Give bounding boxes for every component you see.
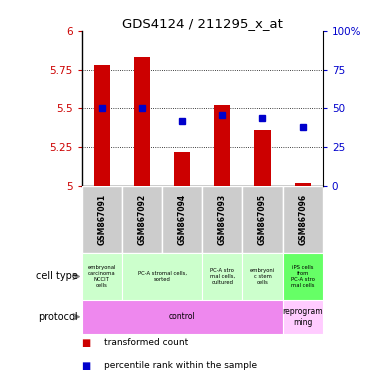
Bar — [283, 186, 323, 253]
Bar — [162, 186, 202, 253]
Text: embryoni
c stem
cells: embryoni c stem cells — [250, 268, 275, 285]
Text: GSM867092: GSM867092 — [137, 194, 147, 245]
Text: embryonal
carcinoma
NCCIT
cells: embryonal carcinoma NCCIT cells — [88, 265, 116, 288]
Text: GSM867094: GSM867094 — [178, 194, 187, 245]
Text: GSM867095: GSM867095 — [258, 194, 267, 245]
Bar — [242, 186, 283, 253]
Text: iPS cells
from
PC-A stro
mal cells: iPS cells from PC-A stro mal cells — [291, 265, 315, 288]
Title: GDS4124 / 211295_x_at: GDS4124 / 211295_x_at — [122, 17, 283, 30]
Bar — [82, 253, 122, 300]
Bar — [122, 253, 202, 300]
Bar — [174, 152, 190, 186]
Bar — [214, 105, 230, 186]
Text: transformed count: transformed count — [104, 338, 188, 347]
Text: percentile rank within the sample: percentile rank within the sample — [104, 361, 257, 370]
Text: GSM867096: GSM867096 — [298, 194, 307, 245]
Text: control: control — [169, 312, 196, 321]
Text: reprogram
ming: reprogram ming — [282, 307, 323, 326]
Text: protocol: protocol — [38, 312, 78, 322]
Text: ■: ■ — [82, 338, 91, 348]
Bar — [202, 186, 242, 253]
Text: GSM867093: GSM867093 — [218, 194, 227, 245]
Bar — [283, 300, 323, 334]
Text: GSM867091: GSM867091 — [97, 194, 106, 245]
Bar — [94, 65, 110, 186]
Bar — [134, 57, 150, 186]
Bar — [82, 300, 283, 334]
Bar — [283, 253, 323, 300]
Bar — [242, 253, 283, 300]
Bar — [82, 186, 122, 253]
Text: cell type: cell type — [36, 271, 78, 281]
Text: PC-A stromal cells,
sorted: PC-A stromal cells, sorted — [138, 271, 187, 282]
Bar — [202, 253, 242, 300]
Text: ■: ■ — [82, 361, 91, 371]
Bar — [255, 130, 270, 186]
Text: PC-A stro
mal cells,
cultured: PC-A stro mal cells, cultured — [210, 268, 235, 285]
Bar — [122, 186, 162, 253]
Bar — [295, 183, 311, 186]
